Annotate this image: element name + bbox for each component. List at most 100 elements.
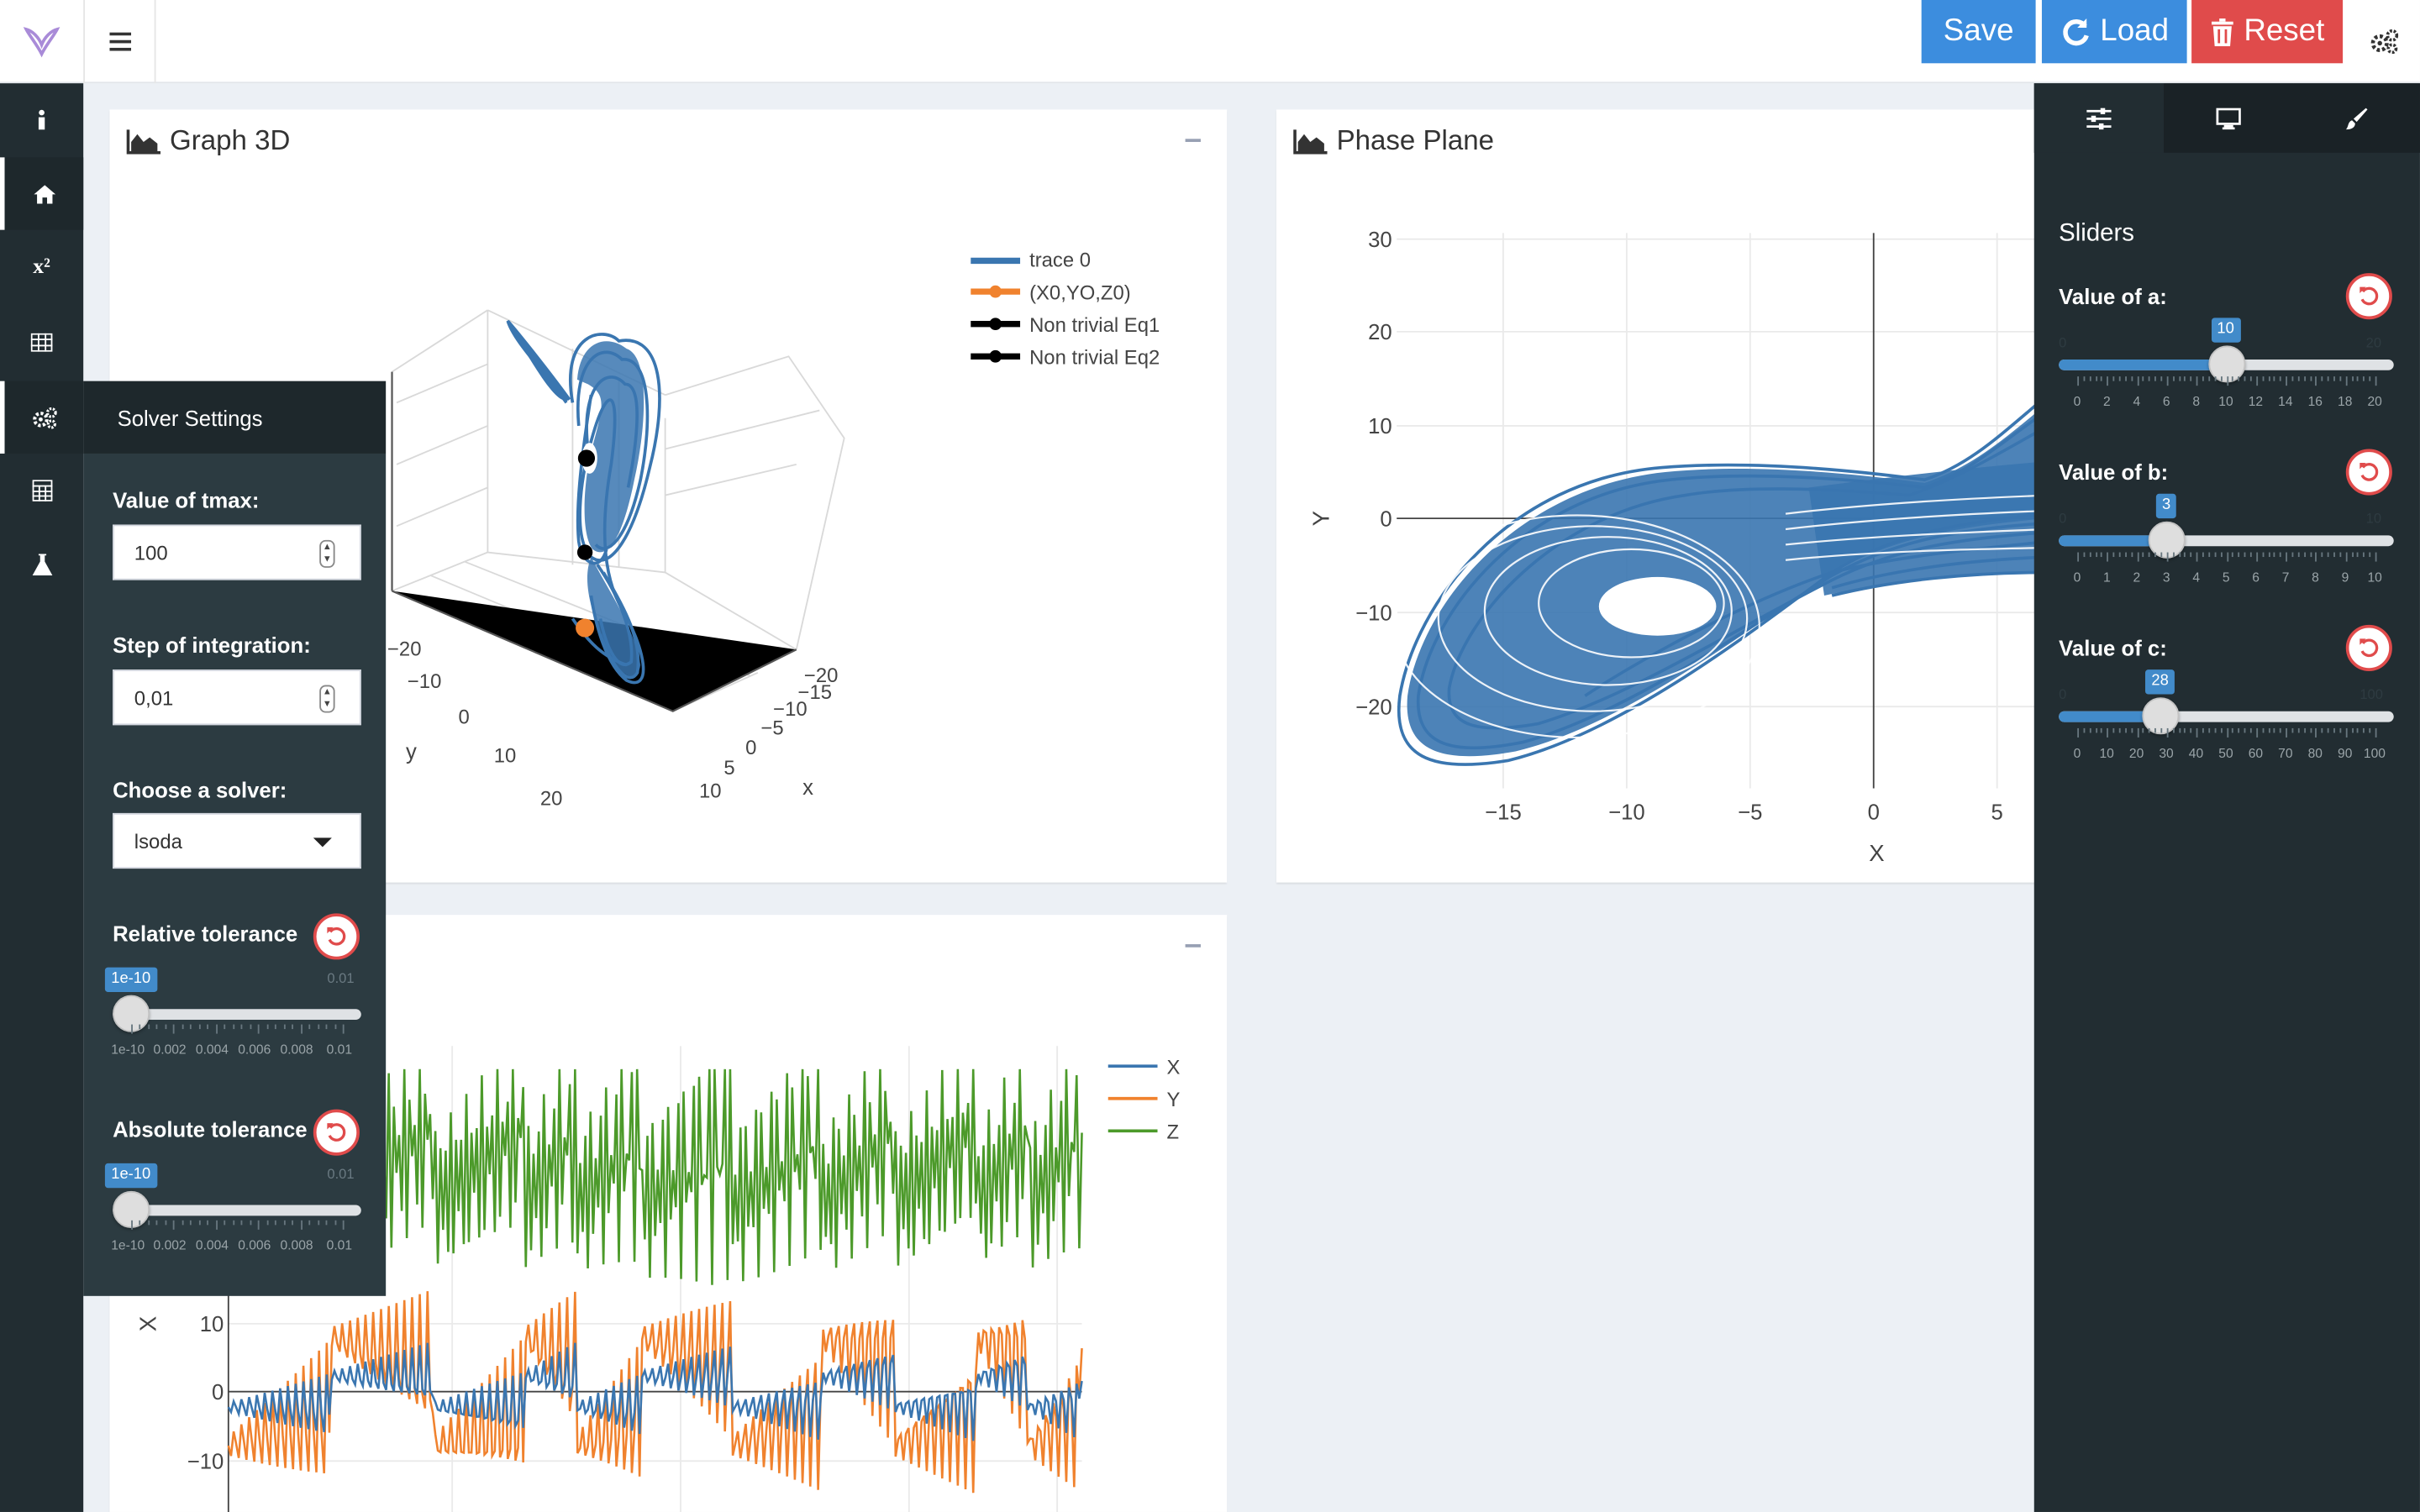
spinner-icon[interactable]: ▲ ▼ bbox=[319, 539, 335, 568]
slider-tick-label: 16 bbox=[2307, 393, 2323, 409]
slider-tick bbox=[2333, 727, 2335, 733]
sidebar-toggle-button[interactable] bbox=[83, 0, 156, 84]
legend-item: X bbox=[1167, 1056, 1181, 1079]
phase-trace-fill bbox=[1407, 402, 2049, 757]
slider-tick-label: 6 bbox=[2252, 569, 2260, 585]
slider-tick bbox=[334, 1024, 336, 1030]
graph-3d-xtick: 10 bbox=[699, 780, 722, 803]
sidebar-item-info[interactable] bbox=[0, 83, 83, 155]
slider-tick bbox=[2351, 727, 2354, 733]
slider-tick-label: 3 bbox=[2162, 569, 2170, 585]
reltol-label: Relative tolerance bbox=[113, 921, 298, 946]
save-button[interactable]: Save bbox=[1921, 0, 2036, 64]
spinner-icon[interactable]: ▲ ▼ bbox=[319, 685, 335, 713]
collapse-button[interactable] bbox=[1185, 139, 1201, 142]
info-icon bbox=[38, 108, 45, 129]
tmax-input[interactable]: 100 ▲ ▼ bbox=[113, 524, 361, 580]
slider-tick bbox=[2118, 552, 2121, 558]
slider-tick bbox=[2303, 376, 2306, 381]
slider-tick bbox=[308, 1024, 311, 1030]
phase-xticks: −15 −10 −5 0 5 bbox=[1485, 801, 2003, 824]
slider-tick bbox=[2274, 376, 2275, 381]
sidebar-item-table[interactable] bbox=[0, 306, 83, 378]
solver-settings-panel: Value of tmax: 100 ▲ ▼ Step of integratio… bbox=[83, 453, 387, 1296]
slider-tick bbox=[2137, 376, 2139, 386]
ts-ytick: 10 bbox=[200, 1313, 224, 1336]
graph-3d-ytick: −10 bbox=[408, 670, 441, 693]
slider-reset-button[interactable] bbox=[2345, 449, 2392, 496]
sidebar-item-calculator[interactable] bbox=[0, 454, 83, 526]
graph-3d-title: Graph 3D bbox=[170, 124, 291, 156]
tab-sliders[interactable] bbox=[2033, 83, 2165, 153]
app-logo[interactable] bbox=[0, 0, 83, 83]
slider-tick bbox=[2327, 376, 2329, 381]
slider-tick bbox=[292, 1024, 294, 1030]
step-input[interactable]: 0,01 ▲ ▼ bbox=[113, 669, 361, 726]
slider-tick bbox=[2321, 552, 2323, 558]
slider-tick bbox=[2095, 727, 2097, 733]
slider-tick bbox=[2268, 727, 2270, 733]
slider-tick bbox=[2333, 552, 2335, 558]
slider-tick-label: 14 bbox=[2278, 393, 2293, 409]
slider-tick bbox=[2232, 376, 2234, 381]
slider-tick bbox=[2315, 552, 2317, 562]
collapse-button[interactable] bbox=[1185, 944, 1201, 948]
solver-select[interactable]: lsoda bbox=[113, 812, 361, 869]
slider-tick bbox=[2268, 552, 2270, 558]
slider-tick-label: 6 bbox=[2162, 393, 2170, 409]
reltol-reset-button[interactable] bbox=[313, 913, 360, 960]
phase-plane-plot[interactable]: 30 20 10 0 −10 −20 −15 −10 −5 0 5 X Y bbox=[1276, 109, 2049, 882]
slider-tick bbox=[2261, 552, 2264, 558]
slider-tick bbox=[173, 1220, 176, 1230]
graph-3d-ylabel: y bbox=[406, 741, 417, 764]
control-panel-toggle[interactable] bbox=[2349, 0, 2419, 83]
reltol-track[interactable] bbox=[113, 1009, 361, 1021]
left-sidebar: x² bbox=[0, 83, 84, 1512]
ts-series-x bbox=[227, 1342, 1083, 1441]
slider-tick bbox=[215, 1024, 218, 1034]
slider-tick bbox=[2345, 376, 2348, 386]
phase-ylabel: Y bbox=[1307, 511, 1334, 526]
load-button[interactable]: Load bbox=[2041, 0, 2187, 64]
graph-3d-xtick: −20 bbox=[804, 664, 838, 687]
slider-tick bbox=[2291, 552, 2294, 558]
slider-tick bbox=[2303, 727, 2306, 733]
abstol-track[interactable] bbox=[113, 1205, 361, 1216]
reset-button[interactable]: Reset bbox=[2191, 0, 2344, 64]
sidebar-item-solver-settings[interactable] bbox=[0, 381, 84, 454]
sidebar-item-lab[interactable] bbox=[0, 528, 83, 600]
slider-tick bbox=[2077, 552, 2080, 562]
phase-ytick: −10 bbox=[1355, 601, 1392, 625]
slider-fill bbox=[2059, 535, 2167, 547]
slider-reset-button[interactable] bbox=[2345, 273, 2392, 320]
slider-tick bbox=[224, 1220, 226, 1226]
slider-tick-label: 0.004 bbox=[195, 1041, 229, 1058]
slider-tick bbox=[173, 1024, 176, 1034]
graph-3d-plot[interactable]: −20 −10 0 10 20 −20 −15 −10 −5 0 5 10 x … bbox=[109, 109, 1227, 882]
slider-tick bbox=[2333, 376, 2335, 381]
phase-xlabel: X bbox=[1869, 840, 1884, 866]
graph-3d-xtick: −5 bbox=[760, 717, 783, 739]
abstol-reset-button[interactable] bbox=[313, 1109, 360, 1156]
slider-tick bbox=[2280, 376, 2282, 381]
slider-tick bbox=[2095, 552, 2097, 558]
slider-label: Value of a: bbox=[2059, 283, 2167, 309]
phase-plane-box: Phase Plane bbox=[1276, 109, 2049, 883]
tab-display[interactable] bbox=[2164, 83, 2294, 153]
sidebar-item-equations[interactable]: x² bbox=[0, 232, 83, 304]
slider-tick-label: 4 bbox=[2133, 393, 2141, 409]
sidebar-item-home[interactable] bbox=[0, 157, 84, 230]
slider-tick bbox=[2202, 376, 2204, 381]
slider-tick bbox=[2124, 727, 2127, 733]
slider-tick bbox=[2357, 376, 2360, 381]
solver-label: Choose a solver: bbox=[113, 777, 287, 803]
slider-max: 10 bbox=[2365, 510, 2382, 527]
slider-tick bbox=[2274, 727, 2275, 733]
slider-value-badge: 3 bbox=[2155, 493, 2177, 519]
slider-tick bbox=[2166, 727, 2169, 738]
slider-handle[interactable] bbox=[2148, 521, 2186, 559]
slider-reset-button[interactable] bbox=[2345, 624, 2392, 671]
slider-tick bbox=[139, 1220, 142, 1226]
tab-style[interactable] bbox=[2293, 83, 2420, 153]
slider-tick bbox=[2268, 376, 2270, 381]
